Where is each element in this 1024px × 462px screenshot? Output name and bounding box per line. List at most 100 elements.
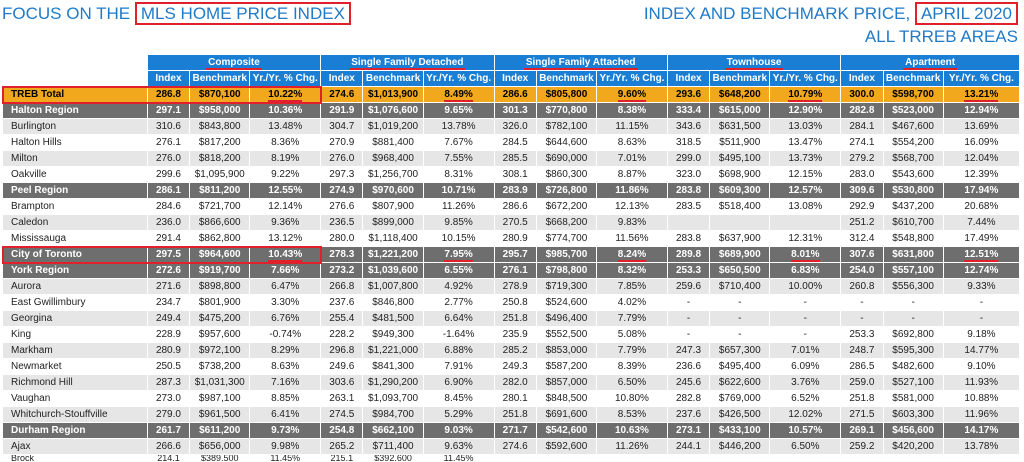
index-cell: 248.7 xyxy=(840,342,884,359)
change-cell: 6.09% xyxy=(769,358,842,375)
index-cell: 234.7 xyxy=(146,294,191,311)
table-row: Brampton 284.6 $721,700 12.14% 276.6 $807,900… xyxy=(2,198,1021,215)
change-cell: 12.57% xyxy=(769,182,842,199)
benchmark-cell: $556,300 xyxy=(882,278,944,295)
index-cell: 245.6 xyxy=(666,374,711,391)
index-cell: 312.4 xyxy=(840,230,884,247)
change-cell: 7.91% xyxy=(422,358,495,375)
index-cell: 286.8 xyxy=(146,86,191,103)
benchmark-cell xyxy=(709,214,771,231)
change-cell xyxy=(942,454,1021,462)
benchmark-cell: $511,900 xyxy=(709,134,771,151)
change-cell: 8.19% xyxy=(249,150,322,167)
index-cell: 283.8 xyxy=(666,230,711,247)
change-cell: 13.12% xyxy=(249,230,322,247)
table-row: Richmond Hill 287.3 $1,031,300 7.16% 303.6 $1… xyxy=(2,374,1021,391)
change-cell: 11.45% xyxy=(422,454,495,462)
change-cell: 3.76% xyxy=(769,374,842,391)
benchmark-cell: $698,900 xyxy=(709,166,771,183)
benchmark-cell: $622,600 xyxy=(709,374,771,391)
index-cell: 265.2 xyxy=(320,438,364,455)
change-cell: 8.38% xyxy=(596,102,668,119)
change-cell: 7.01% xyxy=(769,342,842,359)
change-cell: 8.87% xyxy=(596,166,668,183)
benchmark-cell: $848,500 xyxy=(535,390,598,407)
index-cell: 304.7 xyxy=(320,118,364,135)
index-cell: 279.0 xyxy=(146,406,191,423)
table-row: Burlington 310.6 $843,800 13.48% 304.7 $1,019… xyxy=(2,118,1021,135)
benchmark-cell: $1,039,600 xyxy=(362,262,424,279)
table-row: Oakville 299.6 $1,095,900 9.22% 297.3 $1,256,… xyxy=(2,166,1021,183)
sub-header-benchmark: Benchmark xyxy=(882,70,944,87)
index-cell: 244.1 xyxy=(666,438,711,455)
benchmark-cell: $870,100 xyxy=(189,86,251,103)
benchmark-cell: $587,200 xyxy=(535,358,598,375)
index-cell: 214.1 xyxy=(146,454,191,462)
index-cell: 289.8 xyxy=(666,246,711,263)
change-cell: 9.85% xyxy=(422,214,495,231)
benchmark-cell: $482,600 xyxy=(882,358,944,375)
index-cell: 283.5 xyxy=(666,198,711,215)
benchmark-cell: $1,290,200 xyxy=(362,374,424,391)
benchmark-cell: $1,076,600 xyxy=(362,102,424,119)
index-cell: 250.8 xyxy=(493,294,537,311)
sub-header-index: Index xyxy=(493,70,537,87)
benchmark-cell: $631,500 xyxy=(709,118,771,135)
index-cell: 228.2 xyxy=(320,326,364,343)
benchmark-cell: $530,800 xyxy=(882,182,944,199)
change-cell: 7.44% xyxy=(942,214,1021,231)
change-cell: 10.80% xyxy=(596,390,668,407)
index-cell: - xyxy=(840,310,884,327)
benchmark-cell: $668,200 xyxy=(535,214,598,231)
group-header: Single Family Detached xyxy=(320,54,495,71)
change-cell: 9.10% xyxy=(942,358,1021,375)
table-row: Caledon 236.0 $866,600 9.36% 236.5 $899,000 9.… xyxy=(2,214,1021,231)
change-cell: 12.94% xyxy=(942,102,1021,119)
index-cell: 282.8 xyxy=(840,102,884,119)
benchmark-cell: $774,700 xyxy=(535,230,598,247)
area-name: City of Toronto xyxy=(2,246,148,263)
area-name: Peel Region xyxy=(2,182,148,199)
index-cell: 310.6 xyxy=(146,118,191,135)
change-cell: 8.29% xyxy=(249,342,322,359)
index-cell: 296.8 xyxy=(320,342,364,359)
benchmark-cell: $1,221,200 xyxy=(362,246,424,263)
benchmark-cell: $710,400 xyxy=(709,278,771,295)
benchmark-cell: $798,800 xyxy=(535,262,598,279)
index-cell: 274.6 xyxy=(320,86,364,103)
area-name: Burlington xyxy=(2,118,148,135)
benchmark-cell: $568,700 xyxy=(882,150,944,167)
change-cell: 8.49% xyxy=(422,86,495,103)
index-cell: 283.9 xyxy=(493,182,537,199)
index-cell: 266.8 xyxy=(320,278,364,295)
benchmark-cell: $644,600 xyxy=(535,134,598,151)
change-cell: 11.45% xyxy=(249,454,322,462)
table-row: Markham 280.9 $972,100 8.29% 296.8 $1,221,000… xyxy=(2,342,1021,359)
table-row: Vaughan 273.0 $987,100 8.85% 263.1 $1,093,700… xyxy=(2,390,1021,407)
change-cell: 7.79% xyxy=(596,342,668,359)
change-cell: 6.83% xyxy=(769,262,842,279)
area-name: Ajax xyxy=(2,438,148,455)
index-cell: 291.4 xyxy=(146,230,191,247)
area-name: Caledon xyxy=(2,214,148,231)
change-cell: 13.73% xyxy=(769,150,842,167)
change-cell: 5.08% xyxy=(596,326,668,343)
index-cell: 236.6 xyxy=(666,358,711,375)
index-cell: 272.6 xyxy=(146,262,191,279)
index-cell: 285.2 xyxy=(493,342,537,359)
index-cell: - xyxy=(666,294,711,311)
change-cell: - xyxy=(769,310,842,327)
change-cell: 13.78% xyxy=(942,438,1021,455)
benchmark-cell: $657,300 xyxy=(709,342,771,359)
index-cell: 274.1 xyxy=(840,134,884,151)
index-cell: 276.6 xyxy=(320,198,364,215)
index-cell: 292.9 xyxy=(840,198,884,215)
index-cell: 259.2 xyxy=(840,438,884,455)
index-cell: 237.6 xyxy=(320,294,364,311)
benchmark-cell: $446,200 xyxy=(709,438,771,455)
index-cell: 251.8 xyxy=(840,390,884,407)
area-name: Brock xyxy=(2,454,148,462)
area-name: Brampton xyxy=(2,198,148,215)
benchmark-cell: - xyxy=(882,310,944,327)
change-cell: 11.15% xyxy=(596,118,668,135)
